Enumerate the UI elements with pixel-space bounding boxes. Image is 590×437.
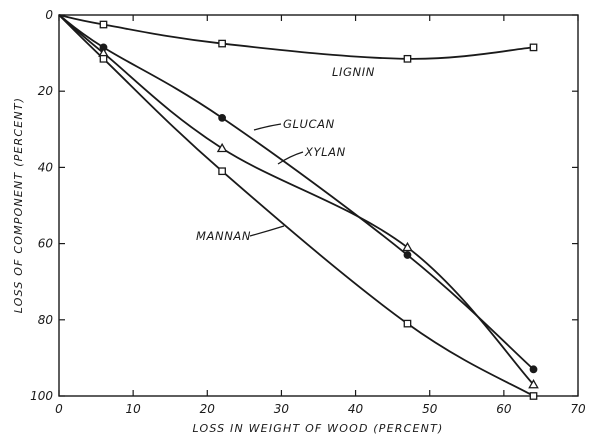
plot-frame: [58, 14, 579, 397]
mannan-point: [529, 392, 538, 400]
x-tick-label: 0: [55, 402, 63, 416]
mannan-point: [99, 54, 108, 63]
y-axis-label: LOSS OF COMPONENT (PERCENT): [12, 97, 25, 314]
y-tick-label: 40: [38, 160, 54, 174]
lignin-point: [529, 43, 538, 52]
xylan-point: [528, 379, 539, 389]
label-leaders: [249, 123, 304, 237]
mannan-point: [218, 167, 226, 176]
mannan-leader-line: [249, 225, 285, 237]
mannan-label: MANNAN: [196, 229, 251, 243]
x-tick-label: 70: [570, 402, 586, 416]
lignin-point: [99, 20, 108, 29]
mannan-point: [403, 319, 412, 328]
series-labels: LIGNIN GLUCAN XYLAN MANNAN: [196, 65, 375, 243]
glucan-point: [403, 251, 412, 259]
x-axis-label: LOSS IN WEIGHT OF WOOD (PERCENT): [193, 422, 444, 435]
xylan-curve: [58, 14, 535, 386]
x-tick-label: 30: [274, 402, 290, 416]
lignin-point: [403, 54, 412, 63]
xylan-label: XYLAN: [304, 145, 346, 159]
glucan-point: [218, 113, 227, 122]
lignin-curve: [58, 14, 534, 60]
x-tick-label: 50: [422, 402, 438, 416]
glucan-point: [529, 365, 538, 374]
y-tick-label: 0: [45, 8, 53, 22]
series-markers: [98, 20, 539, 400]
x-tick-label: 10: [126, 402, 142, 416]
series-curves: [58, 14, 535, 397]
x-tick-label: 40: [348, 402, 364, 416]
y-tick-label: 60: [38, 237, 54, 251]
xylan-point: [216, 142, 228, 153]
y-tick-label: 20: [38, 84, 54, 98]
x-tick-label: 60: [496, 402, 512, 416]
glucan-leader-line: [253, 123, 282, 131]
glucan-curve: [58, 14, 535, 370]
mannan-curve: [58, 14, 534, 397]
y-tick-label: 100: [30, 389, 53, 403]
y-tick-label: 80: [38, 313, 54, 327]
xylan-leader-line: [277, 151, 304, 165]
tick-labels: 0 10 20 30 40 50 60 70 0 20 40 60 80 100: [30, 8, 586, 416]
x-tick-label: 20: [200, 402, 216, 416]
lignin-point: [218, 39, 226, 48]
glucan-label: GLUCAN: [283, 117, 335, 131]
lignin-label: LIGNIN: [332, 65, 375, 79]
xylan-point: [402, 241, 413, 252]
